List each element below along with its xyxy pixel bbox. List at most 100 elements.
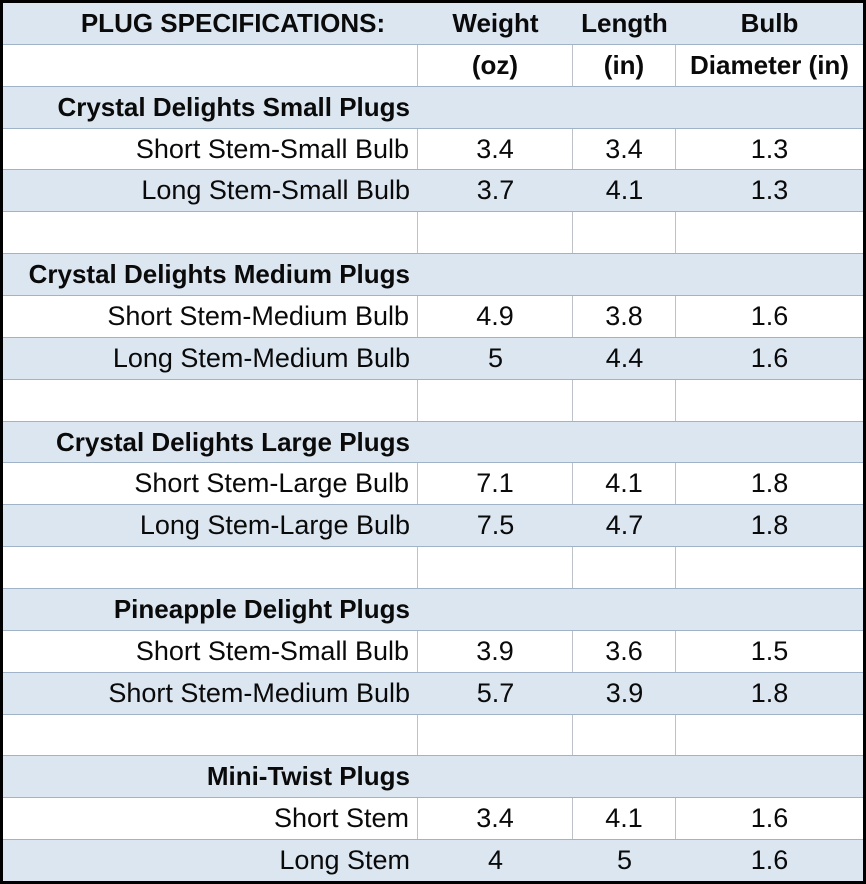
empty-cell [676, 422, 863, 463]
empty-cell [418, 422, 573, 463]
section-header-row: Crystal Delights Small Plugs [3, 85, 863, 128]
empty-cell [418, 379, 573, 421]
spec-label: Short Stem-Small Bulb [3, 128, 418, 170]
spec-weight: 4.9 [418, 296, 573, 337]
spec-weight: 5.7 [476, 677, 515, 708]
empty-cell [418, 756, 573, 797]
empty-cell [418, 547, 573, 589]
spec-length: 3.8 [573, 296, 676, 337]
spec-bulb-diameter: 1.3 [750, 175, 789, 206]
spec-length: 4.1 [573, 798, 676, 840]
spec-bulb-diameter: 1.3 [750, 133, 789, 164]
section-header-row: Pineapple Delight Plugs [3, 588, 863, 630]
empty-cell [573, 547, 676, 589]
spec-weight: 3.4 [418, 128, 573, 170]
empty-cell [676, 589, 863, 630]
empty-cell [3, 212, 418, 254]
col-header-bulb-units: Diameter (in) [690, 49, 849, 80]
empty-cell [676, 380, 863, 421]
spacer-row [3, 546, 863, 589]
spec-bulb-diameter: 1.6 [750, 845, 789, 876]
empty-cell [3, 714, 418, 756]
spec-length: 4.1 [573, 463, 676, 505]
spec-weight: 7.5 [476, 510, 515, 541]
spec-label: Short Stem [3, 798, 418, 840]
spec-label: Short Stem-Small Bulb [3, 630, 418, 672]
empty-cell [3, 379, 418, 421]
empty-cell [418, 714, 573, 756]
spec-length: 3.6 [573, 630, 676, 672]
spec-weight: 4 [487, 845, 504, 876]
title-row: PLUG SPECIFICATIONS: Weight Length Bulb [3, 3, 863, 44]
spacer-row [3, 211, 863, 254]
section-title: Pineapple Delight Plugs [113, 593, 410, 624]
empty-cell [3, 44, 418, 86]
spec-row: Short Stem-Medium Bulb 5.7 3.9 1.8 [3, 671, 863, 714]
spec-length: 5 [616, 845, 633, 876]
spec-label: Long Stem [279, 845, 410, 876]
empty-cell [676, 87, 863, 128]
empty-cell [573, 87, 676, 128]
empty-cell [418, 589, 573, 630]
spec-weight: 3.9 [418, 630, 573, 672]
empty-cell [676, 756, 863, 797]
empty-cell [418, 212, 573, 254]
empty-cell [676, 212, 863, 253]
spec-row: Long Stem-Small Bulb 3.7 4.1 1.3 [3, 169, 863, 212]
spec-label: Long Stem-Large Bulb [139, 510, 410, 541]
table-title: PLUG SPECIFICATIONS: [80, 7, 386, 38]
empty-cell [573, 756, 676, 797]
empty-cell [418, 254, 573, 295]
spec-row: Short Stem 3.4 4.1 1.6 [3, 797, 863, 840]
empty-cell [573, 212, 676, 254]
spec-label: Short Stem-Medium Bulb [3, 296, 418, 337]
spec-bulb-diameter: 1.6 [750, 803, 789, 834]
spec-label: Short Stem-Large Bulb [3, 463, 418, 505]
empty-cell [418, 87, 573, 128]
empty-cell [573, 714, 676, 756]
spec-row: Short Stem-Small Bulb 3.4 3.4 1.3 [3, 127, 863, 170]
spec-weight: 5 [487, 342, 504, 373]
spec-bulb-diameter: 1.6 [750, 342, 789, 373]
section-title: Mini-Twist Plugs [206, 761, 410, 792]
spec-weight: 7.1 [418, 463, 573, 505]
col-header-weight-units: (oz) [418, 44, 573, 86]
empty-cell [676, 254, 863, 295]
col-header-bulb: Bulb [740, 7, 799, 38]
spec-length: 4.7 [605, 510, 644, 541]
section-title: Crystal Delights Small Plugs [57, 91, 410, 122]
empty-cell [573, 379, 676, 421]
section-header-row: Crystal Delights Large Plugs [3, 420, 863, 463]
spec-weight: 3.7 [476, 175, 515, 206]
col-header-length: Length [581, 7, 668, 38]
spec-bulb-diameter: 1.5 [750, 635, 789, 666]
col-header-length-units: (in) [573, 44, 676, 86]
spec-length: 3.9 [605, 677, 644, 708]
empty-cell [676, 715, 863, 756]
empty-cell [676, 547, 863, 588]
spec-length: 4.4 [605, 342, 644, 373]
spec-row: Long Stem 4 5 1.6 [3, 839, 863, 882]
spec-bulb-diameter: 1.8 [750, 677, 789, 708]
section-header-row: Crystal Delights Medium Plugs [3, 253, 863, 296]
spec-label: Long Stem-Medium Bulb [112, 342, 410, 373]
spec-row: Long Stem-Medium Bulb 5 4.4 1.6 [3, 336, 863, 379]
spec-bulb-diameter: 1.8 [750, 468, 789, 499]
spec-row: Short Stem-Large Bulb 7.1 4.1 1.8 [3, 462, 863, 505]
spec-bulb-diameter: 1.8 [750, 510, 789, 541]
spacer-row [3, 378, 863, 421]
spec-row: Short Stem-Medium Bulb 4.9 3.8 1.6 [3, 295, 863, 337]
section-title: Crystal Delights Medium Plugs [28, 259, 410, 290]
spec-row: Short Stem-Small Bulb 3.9 3.6 1.5 [3, 629, 863, 672]
spacer-row [3, 713, 863, 756]
col-header-weight: Weight [452, 7, 539, 38]
spec-label: Short Stem-Medium Bulb [108, 677, 410, 708]
empty-cell [573, 422, 676, 463]
units-row: (oz) (in) Diameter (in) [3, 43, 863, 86]
spec-length: 4.1 [605, 175, 644, 206]
section-title: Crystal Delights Large Plugs [56, 426, 410, 457]
empty-cell [573, 254, 676, 295]
empty-cell [573, 589, 676, 630]
spec-row: Long Stem-Large Bulb 7.5 4.7 1.8 [3, 504, 863, 547]
